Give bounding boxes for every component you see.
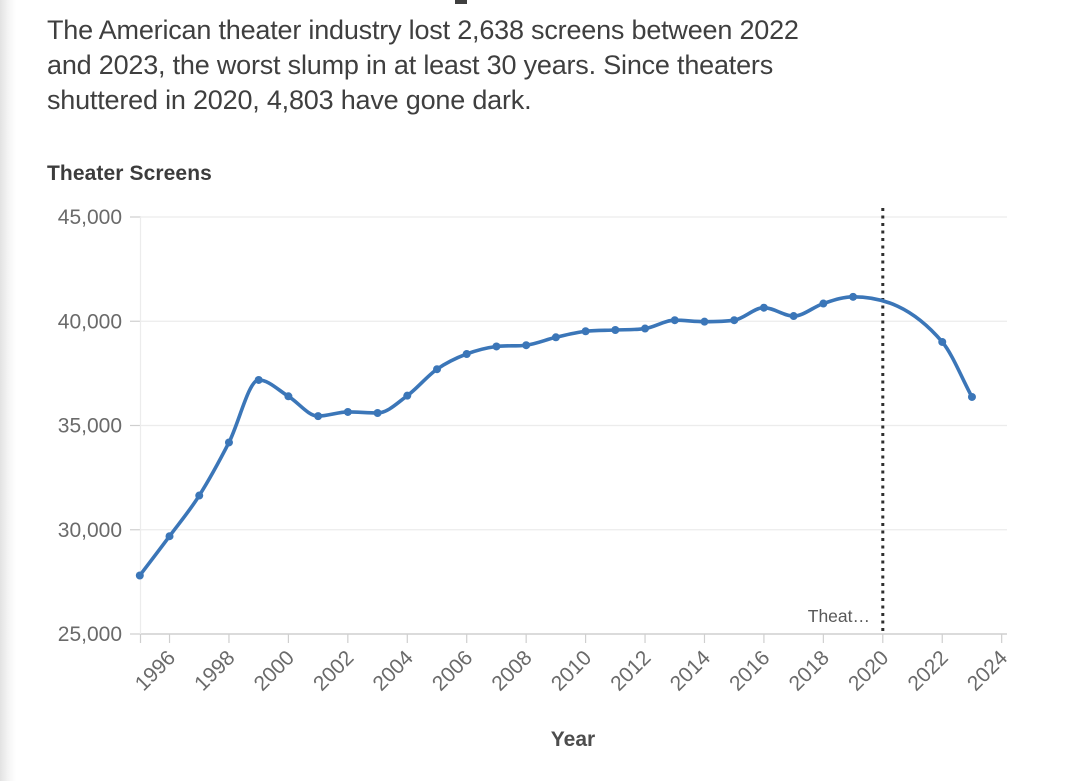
data-point-marker xyxy=(581,327,590,336)
data-point-marker xyxy=(938,337,947,346)
data-point-marker xyxy=(433,365,441,374)
data-point-marker xyxy=(522,341,531,350)
data-point-marker xyxy=(284,392,293,401)
x-tick-labels: 1996 1998 2000 2002 2004 2006 2008 2010 2012 2014… xyxy=(131,646,1013,696)
gridlines xyxy=(140,216,1007,635)
y-tick-label: 45,000 xyxy=(58,206,122,229)
data-point-marker xyxy=(403,391,412,400)
data-point-marker xyxy=(611,326,620,335)
article-subtitle: The American theater industry lost 2,638… xyxy=(47,13,947,118)
x-tick-label: 2012 xyxy=(606,646,655,695)
x-tick-label: 2024 xyxy=(963,646,1013,696)
data-point-marker xyxy=(759,303,768,312)
data-point-marker xyxy=(641,324,650,333)
subtitle-line: The American theater industry lost 2,638… xyxy=(47,15,799,45)
data-point-marker xyxy=(849,292,858,301)
y-tick-label: 35,000 xyxy=(58,415,122,438)
data-point-marker xyxy=(135,571,144,580)
x-tick-label: 2018 xyxy=(785,646,834,695)
x-tick-label: 1998 xyxy=(190,646,239,695)
subtitle-line: shuttered in 2020, 4,803 have gone dark. xyxy=(47,85,532,115)
x-tick-label: 1996 xyxy=(131,646,180,695)
data-point-marker xyxy=(165,532,174,541)
data-point-marker xyxy=(254,375,263,384)
x-tick-label: 2004 xyxy=(369,646,419,696)
data-point-marker xyxy=(730,316,739,325)
data-point-marker xyxy=(670,316,679,325)
data-point-marker xyxy=(700,317,709,326)
headline-cropped-fragment xyxy=(455,0,467,4)
axes xyxy=(130,216,1003,643)
chart-title: Theater Screens xyxy=(47,162,212,185)
data-point-markers xyxy=(135,292,976,580)
y-tick-label: 40,000 xyxy=(58,310,122,333)
x-tick-label: 2008 xyxy=(487,646,536,695)
x-axis-title: Year xyxy=(551,728,595,751)
x-tick-label: 2010 xyxy=(547,646,596,695)
data-point-marker xyxy=(462,349,471,358)
y-tick-label: 30,000 xyxy=(58,519,122,542)
data-point-marker xyxy=(789,312,798,321)
data-point-marker xyxy=(551,333,560,342)
y-tick-label: 25,000 xyxy=(58,623,122,646)
x-tick-label: 2020 xyxy=(844,646,893,695)
data-point-marker xyxy=(343,407,352,416)
data-point-marker xyxy=(195,491,204,500)
x-tick-label: 2014 xyxy=(666,646,716,696)
data-point-marker xyxy=(819,299,828,308)
x-tick-label: 2022 xyxy=(903,646,952,695)
data-point-marker xyxy=(967,392,976,401)
subtitle-line: and 2023, the worst slump in at least 30… xyxy=(47,50,774,80)
x-tick-label: 2016 xyxy=(725,646,774,695)
x-tick-label: 2002 xyxy=(309,646,358,695)
left-edge-shadow xyxy=(0,0,16,781)
x-tick-label: 2000 xyxy=(250,646,299,695)
x-tick-label: 2006 xyxy=(428,646,477,695)
pandemic-annotation-label: Theat… xyxy=(808,606,870,626)
data-point-marker xyxy=(314,412,323,421)
data-point-marker xyxy=(492,342,501,351)
data-point-marker xyxy=(224,438,233,447)
y-tick-labels: 25,000 30,000 35,000 40,000 45,000 xyxy=(58,206,122,646)
data-point-marker xyxy=(373,408,382,417)
